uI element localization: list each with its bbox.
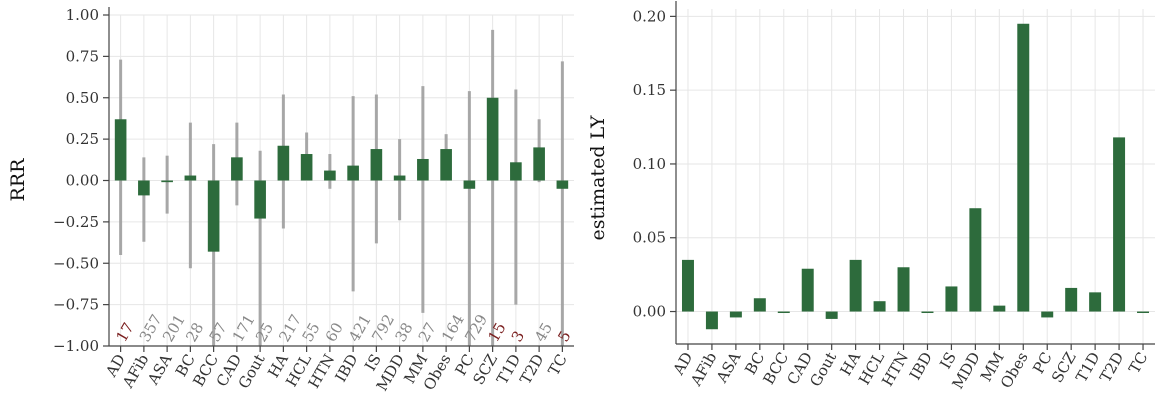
x-tick-label: IBD [332,351,362,385]
x-tick-label: TC [545,351,571,379]
bar [347,165,359,181]
bar [231,157,243,181]
y-tick-label: 0.00 [66,172,99,190]
x-tick-label: Gout [806,349,840,390]
bar [921,311,934,314]
x-tick-label: T1D [1072,349,1103,385]
estimated-ly-chart: 0.000.050.100.150.20ADAFibASABCBCCCADGou… [587,1,1155,392]
rrr-chart: −1.00 −0.75 −0.50 −0.25 0.00 0.25 0.50 0.75 1.00… [7,6,575,394]
bar [533,147,545,181]
bar [1065,287,1078,312]
bar [370,149,383,181]
x-tick-label: T1D [493,351,524,387]
x-tick-label: IS [361,351,385,374]
y-tick-label: −1.00 [53,337,99,355]
x-tick-label: IS [936,349,960,372]
bar [393,175,406,181]
y-axis-label: RRR [7,158,29,202]
sample-count-label: 5 [554,328,574,345]
y-tick-label: 0.25 [66,130,99,148]
y-axis-label: estimated LY [587,115,609,241]
bar [138,180,150,196]
x-tick-label: IBD [906,349,936,383]
sample-count-label: 729 [461,311,491,345]
sample-count-label: 45 [531,319,556,345]
bar [324,170,336,181]
bar [510,162,522,181]
y-tick-label: 0.20 [633,7,666,25]
bar [277,145,290,181]
bar [161,180,173,183]
bar [184,175,197,181]
y-tick-label: 0.00 [633,303,666,321]
sample-count-label: 357 [136,311,166,345]
sample-count-label: 57 [206,319,231,345]
x-tick-label: AFib [686,349,720,390]
bar [729,311,742,318]
bar [945,286,958,312]
bar [114,119,127,181]
bar [254,180,266,219]
x-tick-label: T2D [1096,349,1127,385]
x-tick-label: HTN [878,349,912,389]
bar [1089,292,1102,312]
sample-count-label: 17 [113,319,138,345]
x-tick-label: ASA [144,351,176,389]
y-tick-label: 0.15 [633,81,666,99]
y-tick-label: 0.50 [66,89,99,107]
y-tick-label: −0.50 [53,254,99,272]
bar [1041,311,1054,318]
sample-count-label: 201 [159,311,189,345]
bar [556,180,569,189]
y-tick-label: 1.00 [66,6,99,24]
bar [825,311,838,319]
bar [753,298,766,312]
y-tick-label: 0.75 [66,47,99,65]
sample-count-label: 792 [368,311,398,345]
bar [417,158,429,181]
sample-count-label: 171 [229,311,259,345]
x-tick-label: ASA [712,349,744,387]
bar [993,305,1006,312]
x-tick-label: T2D [516,351,547,387]
sample-count-label: 3 [508,328,528,345]
y-tick-label: 0.05 [633,229,666,247]
bar [969,208,982,312]
bar [486,97,499,181]
bar [440,149,452,181]
bar [207,180,220,252]
x-tick-label: SCZ [469,351,501,388]
bar [897,267,910,312]
bar [873,301,886,312]
bar [1113,137,1126,312]
bar [1137,311,1150,314]
bar [463,180,476,189]
sample-count-label: 217 [275,311,305,345]
sample-count-label: 60 [322,319,347,345]
bar [1017,23,1030,312]
x-tick-label: TC [1125,349,1151,377]
bar [801,268,814,312]
y-tick-label: 0.10 [633,155,666,173]
bar [777,311,790,314]
bar [849,259,862,312]
x-tick-label: SCZ [1048,349,1080,386]
bar [681,259,694,312]
bar [300,154,313,181]
bar [705,311,718,330]
sample-count-label: 421 [345,311,375,345]
y-tick-label: −0.75 [53,296,99,314]
sample-count-label: 164 [438,311,468,345]
sample-count-label: 27 [415,319,440,345]
y-tick-label: −0.25 [53,213,99,231]
